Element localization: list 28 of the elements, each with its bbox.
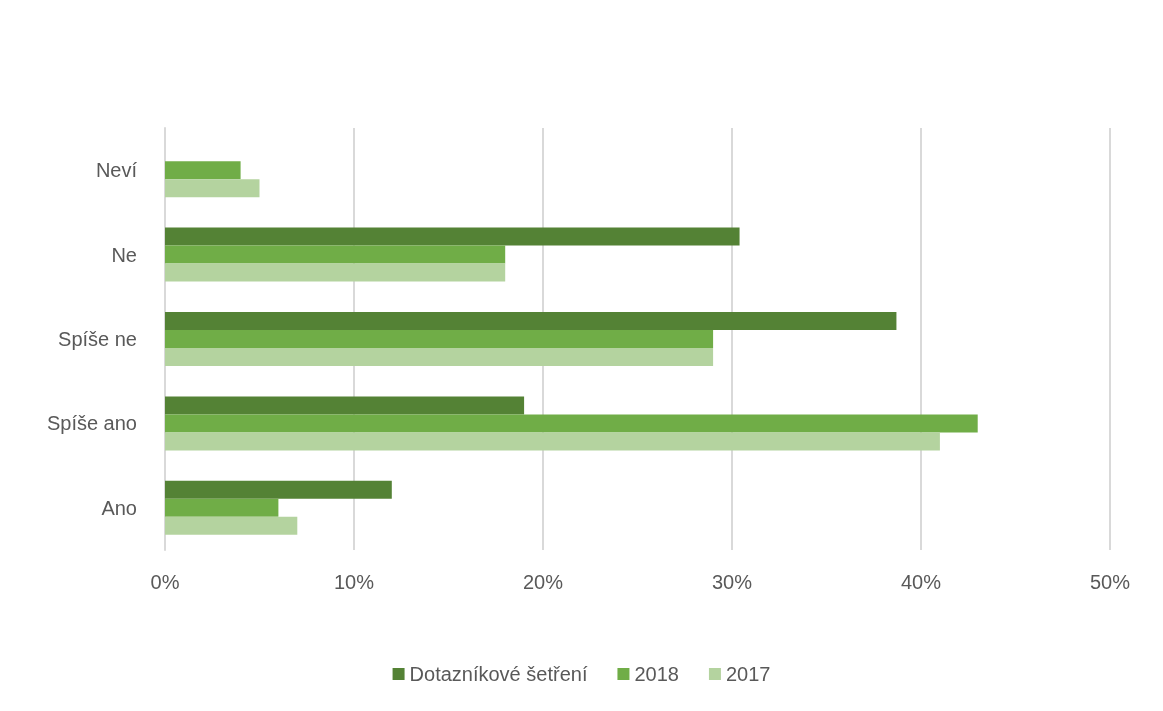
- bar: [165, 396, 525, 415]
- x-tick-label: 0%: [150, 571, 180, 593]
- x-tick-label: 40%: [900, 571, 942, 593]
- y-tick-label: Spíše ne: [58, 328, 137, 350]
- bar: [165, 227, 740, 246]
- bar: [165, 516, 298, 535]
- y-tick-label: Neví: [95, 159, 138, 182]
- x-tick-label: 10%: [333, 571, 375, 593]
- bar: [165, 263, 506, 282]
- legend-label: Dotazníkové šetření: [409, 663, 588, 685]
- bar: [165, 245, 506, 264]
- legend-label: 2018: [634, 663, 679, 685]
- x-tick-label: 30%: [711, 571, 753, 593]
- x-tick-label: 20%: [522, 571, 564, 593]
- bar: [165, 498, 279, 517]
- bar: [165, 432, 940, 451]
- y-tick-label: Ne: [111, 243, 137, 266]
- bar: [165, 348, 714, 367]
- bar: [165, 161, 241, 180]
- bar: [165, 480, 392, 499]
- x-tick-label: 50%: [1089, 571, 1131, 593]
- legend-label: 2017: [725, 663, 771, 685]
- bar: [165, 311, 897, 330]
- y-tick-label: Ano: [101, 496, 137, 519]
- bar: [165, 330, 714, 348]
- bar: [165, 414, 978, 433]
- y-tick-label: Spíše ano: [46, 412, 137, 435]
- bar: [165, 179, 260, 198]
